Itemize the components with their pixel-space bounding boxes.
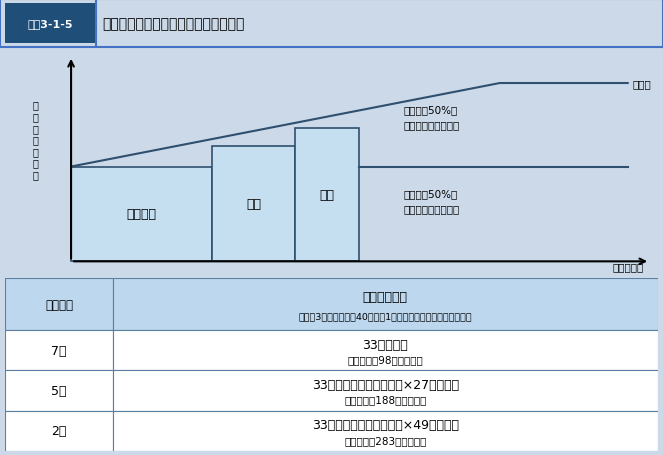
- Text: （例：3人世帯（夫婦40歳、子1人）夫の給与収入のみの場合）: （例：3人世帯（夫婦40歳、子1人）夫の給与収入のみの場合）: [298, 311, 472, 320]
- Text: （給与収入98万円以下）: （給与収入98万円以下）: [347, 354, 423, 364]
- Text: 減額割合: 減額割合: [45, 298, 73, 311]
- Text: ５割: ５割: [246, 198, 261, 211]
- Text: （給与収入188万円以下）: （給与収入188万円以下）: [344, 394, 426, 404]
- Bar: [5, 330, 113, 371]
- Text: 保
険
料
（
税
）
額: 保 険 料 （ 税 ） 額: [33, 101, 39, 180]
- Text: 33万円以下: 33万円以下: [363, 338, 408, 351]
- Bar: [113, 371, 658, 411]
- Text: 世帯の所得: 世帯の所得: [613, 262, 644, 272]
- Bar: [212, 147, 295, 262]
- Bar: [5, 278, 113, 330]
- Bar: [5, 4, 95, 44]
- Text: 図表3-1-5: 図表3-1-5: [28, 19, 73, 29]
- Text: ２割: ２割: [320, 189, 335, 202]
- Bar: [113, 411, 658, 451]
- Text: 5割: 5割: [51, 384, 67, 397]
- Text: （給与収入283万円以下）: （給与収入283万円以下）: [344, 435, 426, 445]
- Bar: [71, 167, 212, 262]
- Text: ７割軽減: ７割軽減: [127, 208, 156, 221]
- Text: 限度額: 限度額: [633, 79, 652, 89]
- Text: 応能分（50%）
（所得割・資産割）: 応能分（50%） （所得割・資産割）: [404, 105, 460, 130]
- Text: 2割: 2割: [52, 425, 67, 438]
- Text: 応益分（50%）
（均等割・世帯割）: 応益分（50%） （均等割・世帯割）: [404, 188, 460, 213]
- Bar: [5, 371, 113, 411]
- Text: 33万円＋（被保険者数）×27万円以下: 33万円＋（被保険者数）×27万円以下: [312, 378, 459, 391]
- Text: 7割: 7割: [51, 344, 67, 357]
- Bar: [113, 330, 658, 371]
- Bar: [5, 411, 113, 451]
- Text: 33万円＋（被保険者数）×49万円以下: 33万円＋（被保険者数）×49万円以下: [312, 419, 459, 431]
- Bar: [295, 129, 359, 262]
- Text: 対象者の要件: 対象者の要件: [363, 291, 408, 303]
- Text: 国民健康保険料（税）の軽減の仕組み: 国民健康保険料（税）の軽減の仕組み: [103, 17, 245, 31]
- Bar: [113, 278, 658, 330]
